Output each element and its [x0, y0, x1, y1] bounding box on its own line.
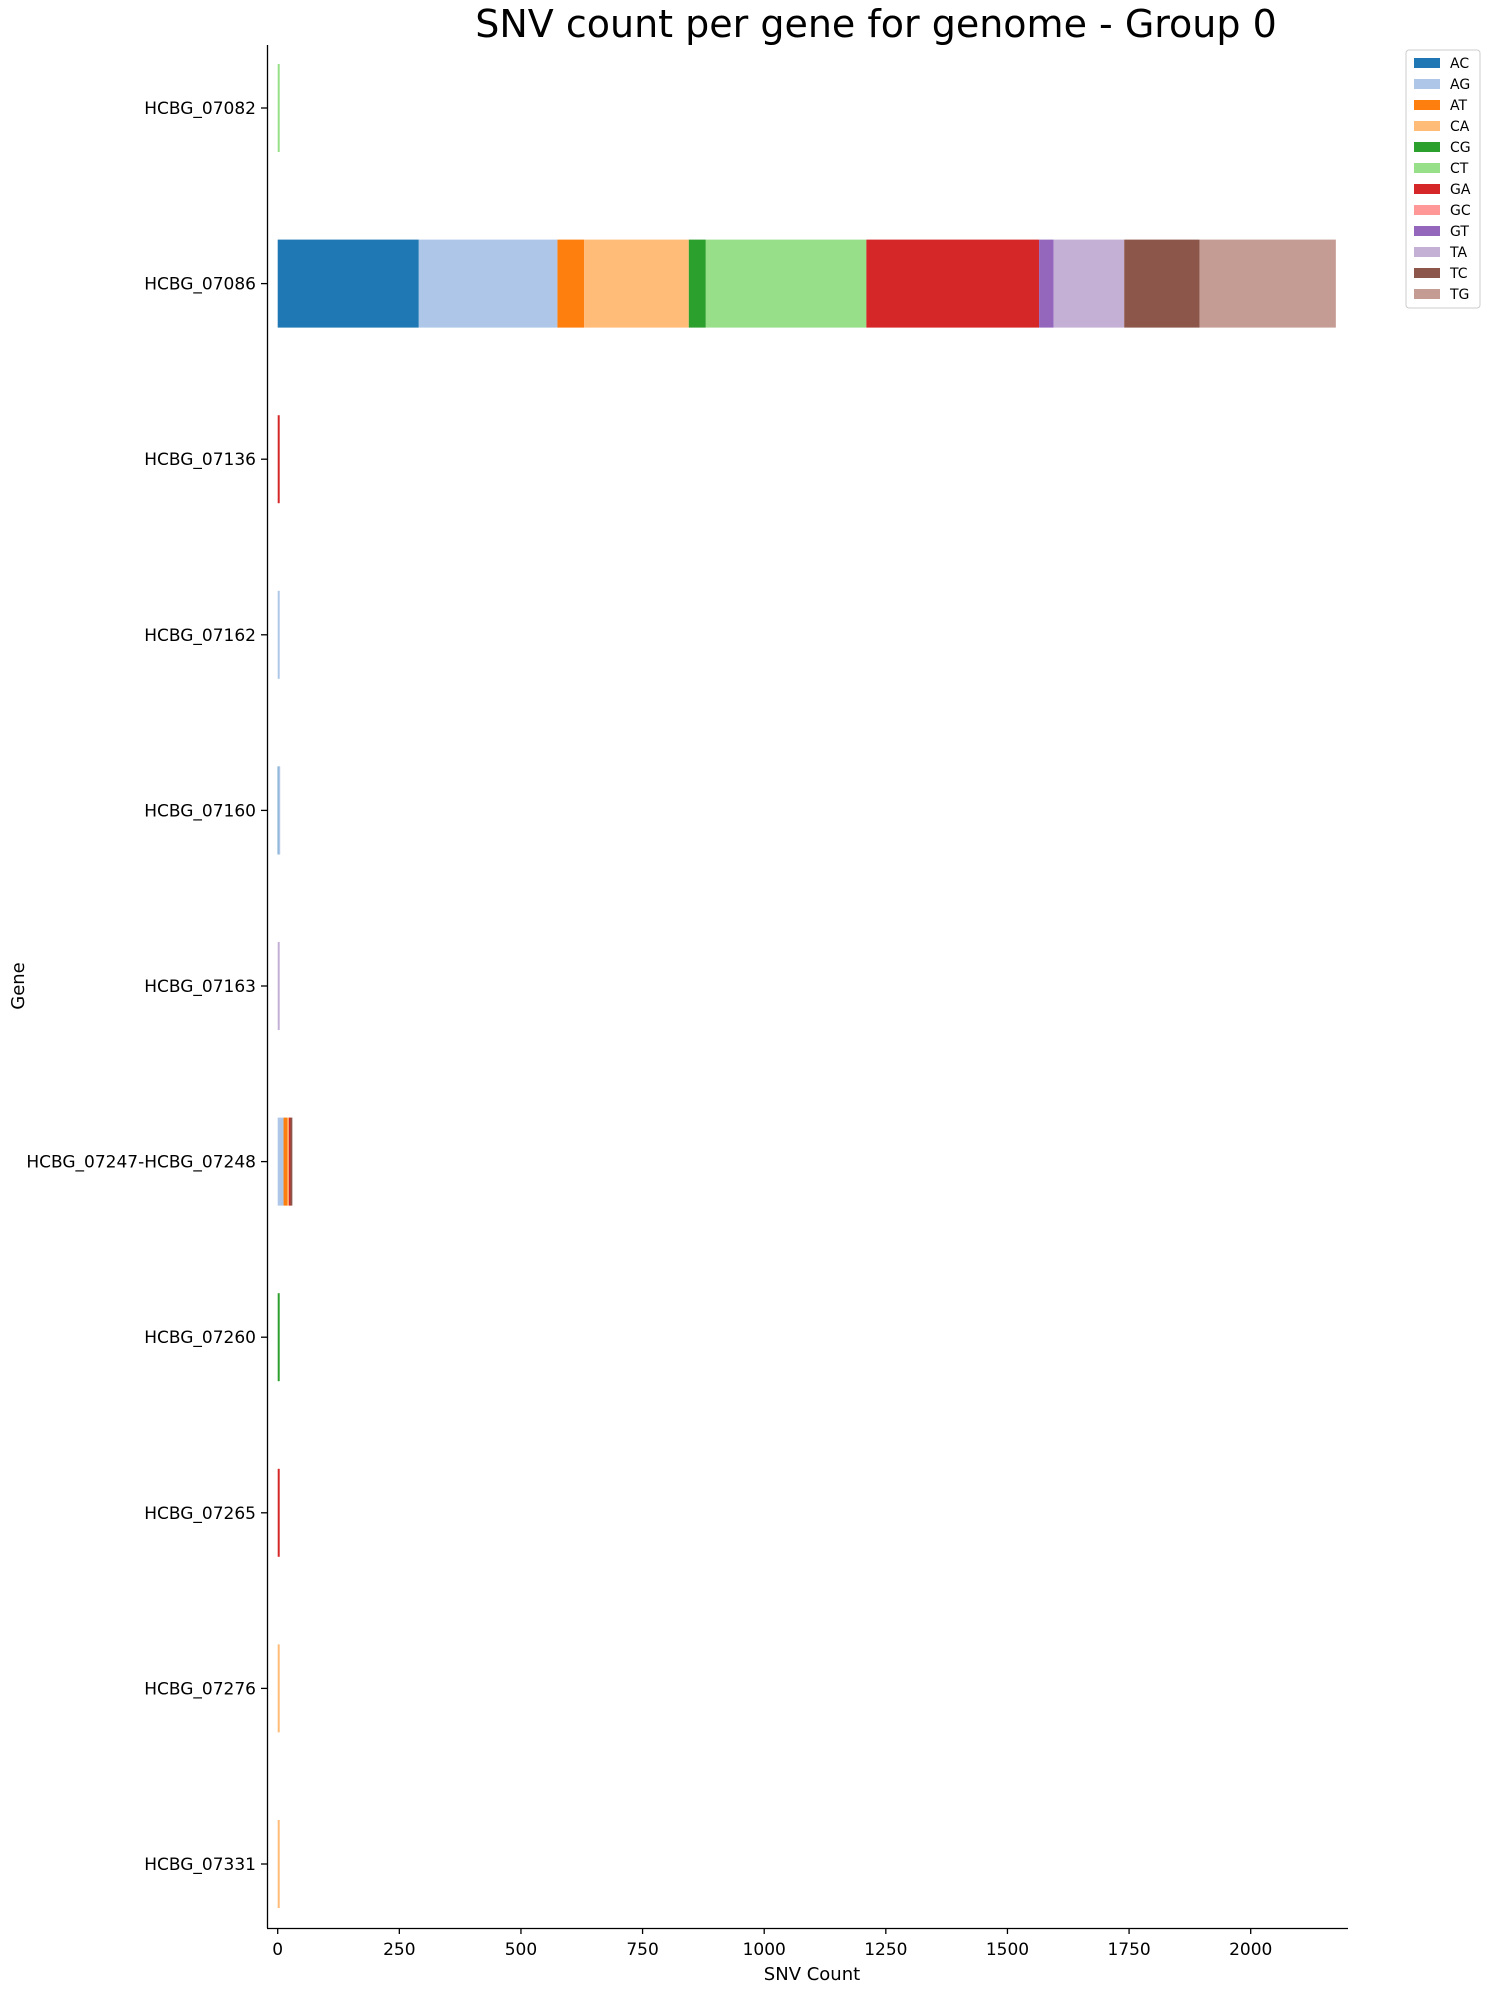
x-tick-label: 0	[272, 1940, 283, 1960]
legend-label-GT: GT	[1450, 224, 1469, 240]
legend-swatch-AC	[1414, 58, 1440, 68]
y-tick-label: HCBG_07247-HCBG_07248	[26, 1153, 256, 1173]
bar-GA-HCBG_07086	[866, 239, 1040, 328]
bar-AG-HCBG_07247-HCBG_07248	[277, 1117, 284, 1206]
legend-label-AC: AC	[1450, 56, 1469, 72]
bar-CA-HCBG_07247-HCBG_07248	[287, 1117, 290, 1206]
x-tick-label: 500	[505, 1940, 537, 1960]
bar-GA-HCBG_07136	[277, 415, 280, 504]
legend: AC AG AT CA CG CT GA GC GT TA TC TG	[1405, 49, 1481, 309]
legend-label-TG: TG	[1449, 287, 1469, 303]
bar-CA-HCBG_07086	[584, 239, 689, 328]
bar-AT-HCBG_07086	[557, 239, 585, 328]
x-tick-label: 1750	[1107, 1940, 1150, 1960]
y-tick-label: HCBG_07086	[144, 275, 256, 295]
legend-swatch-TA	[1414, 247, 1440, 257]
bar-TC-HCBG_07247-HCBG_07248	[290, 1117, 293, 1206]
bar-CG-HCBG_07086	[688, 239, 706, 328]
legend-swatch-AG	[1414, 79, 1440, 89]
y-axis-label: Gene	[8, 962, 29, 1010]
x-tick-label: 1000	[743, 1940, 786, 1960]
bar-AC-HCBG_07086	[277, 239, 419, 328]
x-tick-label: 1250	[864, 1940, 907, 1960]
x-tick-label: 750	[626, 1940, 658, 1960]
legend-swatch-GT	[1414, 226, 1440, 236]
legend-swatch-CT	[1414, 163, 1440, 173]
y-tick-label: HCBG_07162	[144, 626, 256, 646]
legend-label-GA: GA	[1450, 182, 1471, 198]
plot-area	[277, 64, 1336, 1908]
bar-TA-HCBG_07163	[277, 942, 280, 1030]
legend-swatch-AT	[1414, 100, 1440, 110]
y-tick-label: HCBG_07276	[144, 1679, 256, 1699]
y-tick-label: HCBG_07331	[144, 1855, 256, 1875]
y-tick-label: HCBG_07260	[144, 1328, 256, 1348]
bar-AG-HCBG_07086	[418, 239, 558, 328]
legend-swatch-GC	[1414, 205, 1440, 215]
bar-GT-HCBG_07086	[1039, 239, 1054, 328]
legend-label-TA: TA	[1449, 245, 1467, 261]
legend-label-CG: CG	[1450, 140, 1471, 156]
legend-swatch-CG	[1414, 142, 1440, 152]
bar-GA-HCBG_07247-HCBG_07248	[288, 1117, 291, 1206]
legend-swatch-TC	[1414, 268, 1440, 278]
bar-TG-HCBG_07086	[1199, 239, 1336, 328]
legend-label-CT: CT	[1450, 161, 1469, 177]
y-tick-label: HCBG_07163	[144, 977, 256, 997]
legend-label-TC: TC	[1449, 266, 1468, 282]
x-axis-label: SNV Count	[764, 1964, 860, 1985]
bar-AG-HCBG_07160	[278, 766, 281, 855]
bar-AT-HCBG_07247-HCBG_07248	[283, 1117, 288, 1206]
legend-label-CA: CA	[1450, 119, 1470, 135]
legend-frame	[1405, 49, 1481, 309]
y-ticks: HCBG_07082 HCBG_07086 HCBG_07136 HCBG_07162…	[26, 99, 267, 1875]
bar-CT-HCBG_07086	[705, 239, 867, 328]
legend-swatch-CA	[1414, 121, 1440, 131]
bar-CG-HCBG_07260	[277, 1293, 280, 1382]
legend-swatch-TG	[1414, 289, 1440, 299]
bar-TA-HCBG_07086	[1053, 239, 1125, 328]
legend-label-AG: AG	[1450, 77, 1470, 93]
y-tick-label: HCBG_07265	[144, 1504, 256, 1524]
legend-label-GC: GC	[1450, 203, 1471, 219]
bar-CT-HCBG_07082	[277, 64, 280, 152]
x-tick-label: 1500	[986, 1940, 1029, 1960]
chart-title: SNV count per gene for genome - Group 0	[475, 2, 1277, 46]
legend-label-AT: AT	[1450, 98, 1467, 114]
x-tick-label: 2000	[1229, 1940, 1272, 1960]
bar-TC-HCBG_07086	[1124, 239, 1200, 328]
y-tick-label: HCBG_07082	[144, 99, 256, 119]
y-tick-label: HCBG_07160	[144, 801, 256, 821]
y-tick-label: HCBG_07136	[144, 450, 256, 470]
bar-CA-HCBG_07276	[277, 1644, 280, 1733]
bar-AG-HCBG_07162	[277, 590, 280, 679]
bar-GA-HCBG_07265	[277, 1468, 280, 1557]
x-ticks: 0 250 500 750 1000 1250 1500 1750 2000	[272, 1928, 1272, 1960]
x-tick-label: 250	[383, 1940, 415, 1960]
bar-CA-HCBG_07331	[277, 1820, 280, 1908]
legend-swatch-GA	[1414, 184, 1440, 194]
